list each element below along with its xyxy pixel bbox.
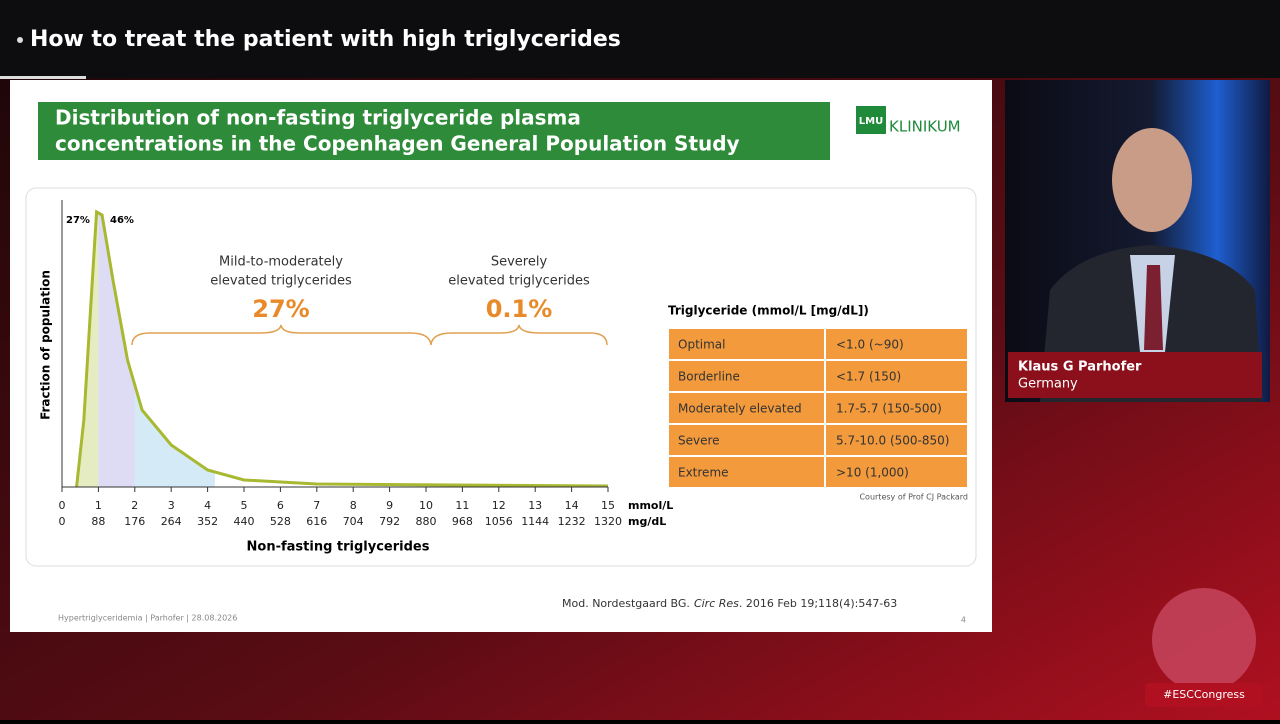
- slide-title: concentrations in the Copenhagen General…: [55, 132, 740, 156]
- x-tick-label: 0: [59, 499, 66, 512]
- x-tick-label: 616: [306, 515, 327, 528]
- x-tick-label: 176: [124, 515, 145, 528]
- x-tick-label: 968: [452, 515, 473, 528]
- name-box: [1008, 352, 1262, 398]
- speaker-video: Klaus G Parhofer Germany: [1005, 80, 1270, 402]
- x-tick-label: 1232: [558, 515, 586, 528]
- x-tick-label: 704: [343, 515, 364, 528]
- page-number: 4: [961, 616, 966, 625]
- speaker-name: Klaus G Parhofer: [1018, 360, 1142, 375]
- x-tick-label: 1144: [521, 515, 549, 528]
- peak-label: 46%: [110, 215, 134, 226]
- x-tick-label: 4: [204, 499, 211, 512]
- table-row: [667, 327, 969, 361]
- top-bar: [0, 0, 1280, 78]
- distribution-curve: [75, 209, 609, 488]
- x-unit: mg/dL: [628, 515, 666, 528]
- x-tick-label: 352: [197, 515, 218, 528]
- slide-title-box: [38, 102, 830, 160]
- progress: [0, 76, 86, 79]
- slide-title: Distribution of non-fasting triglyceride…: [55, 106, 581, 130]
- x-unit: mmol/L: [628, 499, 673, 512]
- x-tick-label: 2: [131, 499, 138, 512]
- tie: [1144, 265, 1163, 350]
- x-tick-label: 1320: [594, 515, 622, 528]
- x-tick-label: 0: [59, 515, 66, 528]
- brace: [131, 324, 608, 346]
- table-row: [667, 455, 969, 489]
- logo-mark-box: [856, 106, 886, 134]
- table-cell: Severe: [678, 434, 720, 448]
- hashtag: #ESCCongress: [1163, 688, 1245, 701]
- curve-area: [98, 213, 135, 487]
- x-tick-label: 792: [379, 515, 400, 528]
- range-value: 0.1%: [486, 295, 553, 323]
- x-tick-label: 15: [601, 499, 615, 512]
- x-tick-label: 528: [270, 515, 291, 528]
- logo: LMU KLINIKUM: [856, 106, 961, 136]
- x-tick-label: 6: [277, 499, 284, 512]
- table-cell: 1.7-5.7 (150-500): [836, 402, 942, 416]
- table-title: Triglyceride (mmol/L [mg/dL]): [668, 304, 869, 318]
- reference-part: . 2016 Feb 19;118(4):547-63: [739, 597, 897, 610]
- table-cell: >10 (1,000): [836, 466, 909, 480]
- x-tick-label: 10: [419, 499, 433, 512]
- reference-part: Circ Res: [694, 597, 739, 610]
- x-tick-label: 1: [95, 499, 102, 512]
- table-cell: <1.7 (150): [836, 370, 901, 384]
- table-cell: Extreme: [678, 466, 729, 480]
- peak-label: 27%: [66, 215, 90, 226]
- x-tick-label: 3: [168, 499, 175, 512]
- hashtag-box: [1145, 683, 1263, 707]
- range-label: elevated triglycerides: [210, 274, 352, 289]
- x-tick-label: 8: [350, 499, 357, 512]
- x-tick-label: 14: [565, 499, 579, 512]
- speaker-head: [1112, 128, 1192, 232]
- y-axis-label: Fraction of population: [39, 270, 53, 420]
- x-tick-label: 7: [313, 499, 320, 512]
- slide-footer: Hypertriglyceridemia | Parhofer | 28.08.…: [58, 614, 237, 623]
- x-tick-label: 88: [91, 515, 105, 528]
- x-tick-label: 9: [386, 499, 393, 512]
- table-cell: Optimal: [678, 338, 725, 352]
- bullet: [17, 37, 23, 43]
- x-tick-label: 13: [528, 499, 542, 512]
- x-tick-label: 12: [492, 499, 506, 512]
- logo-mark: LMU: [859, 116, 883, 127]
- x-tick-label: 440: [234, 515, 255, 528]
- table-row: [667, 391, 969, 425]
- x-tick-label: 880: [416, 515, 437, 528]
- table-cell: Moderately elevated: [678, 402, 802, 416]
- x-tick-label: 1056: [485, 515, 513, 528]
- table-cell: Borderline: [678, 370, 740, 384]
- range-label: Mild-to-moderately: [219, 255, 343, 270]
- table-cell: 5.7-10.0 (500-850): [836, 434, 949, 448]
- table-cell: <1.0 (~90): [836, 338, 904, 352]
- courtesy: Courtesy of Prof CJ Packard: [859, 493, 968, 502]
- range-value: 27%: [252, 295, 309, 323]
- header-title: How to treat the patient with high trigl…: [30, 27, 621, 52]
- x-tick-label: 5: [241, 499, 248, 512]
- range-label: Severely: [491, 255, 548, 270]
- reference-part: Mod. Nordestgaard BG.: [562, 597, 690, 610]
- logo-text: KLINIKUM: [889, 118, 961, 136]
- x-axis-label: Non-fasting triglycerides: [247, 540, 430, 555]
- range-label: elevated triglycerides: [448, 274, 590, 289]
- reference: Mod. Nordestgaard BG. Circ Res. 2016 Feb …: [562, 597, 897, 610]
- table-row: [667, 423, 969, 457]
- speaker-country: Germany: [1018, 377, 1078, 392]
- globe: [1152, 588, 1256, 692]
- x-tick-label: 11: [455, 499, 469, 512]
- x-tick-label: 264: [161, 515, 182, 528]
